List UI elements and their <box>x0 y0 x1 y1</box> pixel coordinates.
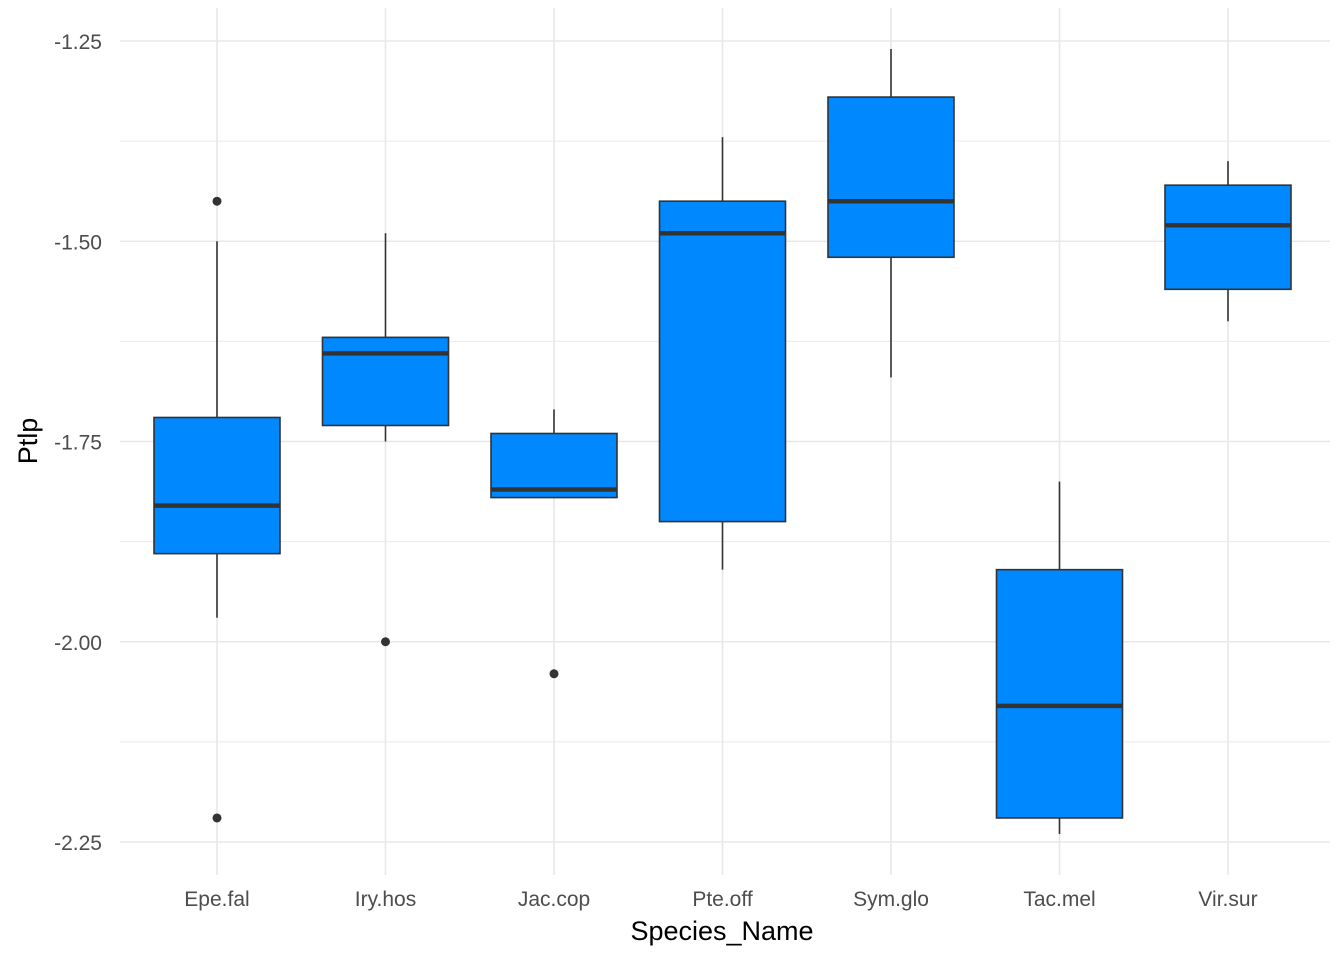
outlier-point <box>212 813 222 823</box>
box-Pte.off <box>658 137 787 570</box>
x-tick-label: Iry.hos <box>355 888 416 911</box>
y-tick-label: -1.75 <box>54 432 102 455</box>
outlier-point <box>212 196 222 206</box>
boxes-layer <box>153 49 1292 834</box>
box-Tac.mel <box>995 481 1124 834</box>
box-iqr <box>321 336 450 427</box>
outlier-point <box>549 669 559 679</box>
y-axis-tick-labels: -1.25 -1.50 -1.75 -2.00 -2.25 <box>54 31 102 855</box>
box-iqr <box>995 568 1124 819</box>
x-tick-label: Epe.fal <box>184 888 249 911</box>
x-axis-tick-labels: Epe.fal Iry.hos Jac.cop Pte.off Sym.glo Tac.m… <box>184 888 1257 911</box>
y-tick-label: -1.25 <box>54 31 102 54</box>
box-iqr <box>1164 184 1292 291</box>
x-tick-label: Tac.mel <box>1023 888 1095 911</box>
box-Epe.fal <box>153 196 281 823</box>
box-Vir.sur <box>1164 161 1292 322</box>
x-tick-label: Sym.glo <box>853 888 929 911</box>
box-Iry.hos <box>321 233 450 647</box>
box-iqr <box>658 200 787 523</box>
y-tick-label: -2.25 <box>54 832 102 855</box>
y-axis-title: Ptlp <box>13 418 43 465</box>
box-iqr <box>827 96 955 259</box>
x-axis-title: Species_Name <box>630 916 813 946</box>
x-tick-label: Jac.cop <box>518 888 590 911</box>
x-tick-label: Pte.off <box>692 888 752 911</box>
box-iqr <box>153 416 281 555</box>
y-tick-label: -2.00 <box>54 632 102 655</box>
minor-gridlines <box>120 140 1330 743</box>
outlier-point <box>381 637 390 647</box>
box-iqr <box>490 432 618 499</box>
box-Jac.cop <box>490 409 618 679</box>
box-Sym.glo <box>827 49 955 378</box>
y-tick-label: -1.50 <box>54 231 102 254</box>
x-tick-label: Vir.sur <box>1198 888 1257 911</box>
